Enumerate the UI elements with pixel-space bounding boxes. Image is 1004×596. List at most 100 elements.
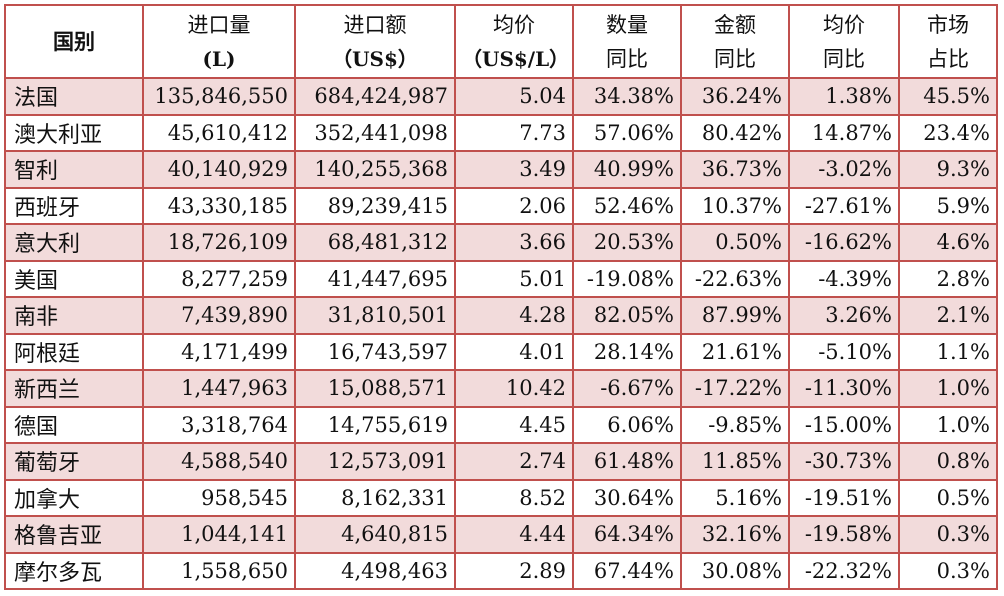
value-yoy-cell: 0.50% [680, 223, 790, 262]
import-value-cell: 352,441,098 [294, 113, 456, 152]
country-cell: 德国 [4, 405, 144, 444]
value-yoy-cell: 36.73% [680, 150, 790, 189]
header-import-volume: 进口量 (L) [142, 4, 296, 79]
header-import-value: 进口额 （US$） [294, 4, 456, 79]
import-volume-cell: 45,610,412 [142, 113, 296, 152]
country-cell: 意大利 [4, 223, 144, 262]
country-cell: 美国 [4, 259, 144, 298]
table-row: 南非 7,439,890 31,810,501 4.28 82.05% 87.99% 3.2… [4, 296, 998, 335]
avg-price-cell: 4.44 [454, 515, 574, 554]
import-volume-cell: 4,588,540 [142, 442, 296, 481]
volume-yoy-cell: 52.46% [572, 186, 682, 225]
volume-yoy-cell: 30.64% [572, 478, 682, 517]
market-share-cell: 5.9% [898, 186, 998, 225]
country-cell: 西班牙 [4, 186, 144, 225]
country-cell: 葡萄牙 [4, 442, 144, 481]
avg-price-cell: 5.04 [454, 77, 574, 116]
value-yoy-cell: -17.22% [680, 369, 790, 408]
country-cell: 新西兰 [4, 369, 144, 408]
price-yoy-cell: -30.73% [788, 442, 900, 481]
value-yoy-cell: 10.37% [680, 186, 790, 225]
price-yoy-cell: -4.39% [788, 259, 900, 298]
avg-price-cell: 4.45 [454, 405, 574, 444]
price-yoy-cell: 3.26% [788, 296, 900, 335]
avg-price-cell: 3.49 [454, 150, 574, 189]
market-share-cell: 23.4% [898, 113, 998, 152]
market-share-cell: 4.6% [898, 223, 998, 262]
table-row: 新西兰 1,447,963 15,088,571 10.42 -6.67% -17.22%… [4, 369, 998, 408]
avg-price-cell: 5.01 [454, 259, 574, 298]
country-cell: 智利 [4, 150, 144, 189]
market-share-cell: 0.3% [898, 515, 998, 554]
import-value-cell: 140,255,368 [294, 150, 456, 189]
table-row: 意大利 18,726,109 68,481,312 3.66 20.53% 0.50% -1… [4, 223, 998, 262]
wine-import-table: 国别 进口量 (L) 进口额 （US$） 均价 （US$/L） 数量 同比 金额 同比 均… [4, 4, 998, 590]
table-row: 摩尔多瓦 1,558,650 4,498,463 2.89 67.44% 30.08% -2… [4, 551, 998, 590]
avg-price-cell: 4.01 [454, 332, 574, 371]
market-share-cell: 0.8% [898, 442, 998, 481]
header-market-share: 市场 占比 [898, 4, 998, 79]
market-share-cell: 0.5% [898, 478, 998, 517]
country-cell: 法国 [4, 77, 144, 116]
import-volume-cell: 40,140,929 [142, 150, 296, 189]
value-yoy-cell: 36.24% [680, 77, 790, 116]
price-yoy-cell: 14.87% [788, 113, 900, 152]
avg-price-cell: 2.74 [454, 442, 574, 481]
country-cell: 格鲁吉亚 [4, 515, 144, 554]
import-volume-cell: 43,330,185 [142, 186, 296, 225]
volume-yoy-cell: 28.14% [572, 332, 682, 371]
volume-yoy-cell: 64.34% [572, 515, 682, 554]
import-volume-cell: 135,846,550 [142, 77, 296, 116]
avg-price-cell: 2.89 [454, 551, 574, 590]
table-row: 格鲁吉亚 1,044,141 4,640,815 4.44 64.34% 32.16% -1… [4, 515, 998, 554]
header-avg-price: 均价 （US$/L） [454, 4, 574, 79]
table-row: 阿根廷 4,171,499 16,743,597 4.01 28.14% 21.61% -5… [4, 332, 998, 371]
import-volume-cell: 1,558,650 [142, 551, 296, 590]
price-yoy-cell: -16.62% [788, 223, 900, 262]
country-cell: 南非 [4, 296, 144, 335]
value-yoy-cell: 30.08% [680, 551, 790, 590]
import-volume-cell: 3,318,764 [142, 405, 296, 444]
import-value-cell: 8,162,331 [294, 478, 456, 517]
value-yoy-cell: 11.85% [680, 442, 790, 481]
price-yoy-cell: -19.58% [788, 515, 900, 554]
table-row: 西班牙 43,330,185 89,239,415 2.06 52.46% 10.37% -… [4, 186, 998, 225]
price-yoy-cell: 1.38% [788, 77, 900, 116]
avg-price-cell: 10.42 [454, 369, 574, 408]
import-value-cell: 14,755,619 [294, 405, 456, 444]
header-volume-yoy: 数量 同比 [572, 4, 682, 79]
volume-yoy-cell: 20.53% [572, 223, 682, 262]
country-cell: 加拿大 [4, 478, 144, 517]
value-yoy-cell: 21.61% [680, 332, 790, 371]
table-row: 澳大利亚 45,610,412 352,441,098 7.73 57.06% 80.42… [4, 113, 998, 152]
header-country: 国别 [4, 4, 144, 79]
table-row: 美国 8,277,259 41,447,695 5.01 -19.08% -22.63% -… [4, 259, 998, 298]
table-header-row: 国别 进口量 (L) 进口额 （US$） 均价 （US$/L） 数量 同比 金额 同比 均… [4, 4, 998, 79]
import-value-cell: 68,481,312 [294, 223, 456, 262]
import-value-cell: 15,088,571 [294, 369, 456, 408]
volume-yoy-cell: 57.06% [572, 113, 682, 152]
price-yoy-cell: -5.10% [788, 332, 900, 371]
value-yoy-cell: -22.63% [680, 259, 790, 298]
table-row: 智利 40,140,929 140,255,368 3.49 40.99% 36.73% -… [4, 150, 998, 189]
import-volume-cell: 8,277,259 [142, 259, 296, 298]
market-share-cell: 2.1% [898, 296, 998, 335]
country-cell: 澳大利亚 [4, 113, 144, 152]
volume-yoy-cell: 40.99% [572, 150, 682, 189]
volume-yoy-cell: 6.06% [572, 405, 682, 444]
value-yoy-cell: 87.99% [680, 296, 790, 335]
volume-yoy-cell: -19.08% [572, 259, 682, 298]
import-value-cell: 12,573,091 [294, 442, 456, 481]
volume-yoy-cell: 61.48% [572, 442, 682, 481]
avg-price-cell: 7.73 [454, 113, 574, 152]
import-value-cell: 4,498,463 [294, 551, 456, 590]
table-row: 加拿大 958,545 8,162,331 8.52 30.64% 5.16% -19.51… [4, 478, 998, 517]
table-row: 葡萄牙 4,588,540 12,573,091 2.74 61.48% 11.85% -3… [4, 442, 998, 481]
value-yoy-cell: -9.85% [680, 405, 790, 444]
import-volume-cell: 1,447,963 [142, 369, 296, 408]
value-yoy-cell: 5.16% [680, 478, 790, 517]
volume-yoy-cell: 67.44% [572, 551, 682, 590]
country-cell: 摩尔多瓦 [4, 551, 144, 590]
value-yoy-cell: 80.42% [680, 113, 790, 152]
volume-yoy-cell: 82.05% [572, 296, 682, 335]
